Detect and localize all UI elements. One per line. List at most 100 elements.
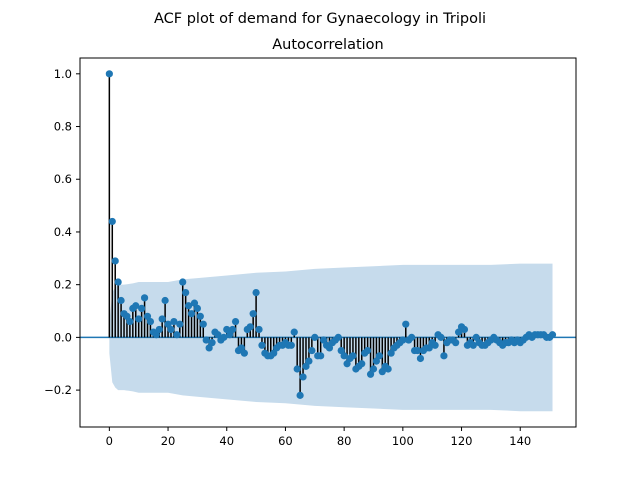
acf-marker-lag-13: [143, 312, 152, 320]
acf-marker-lag-2: [111, 257, 119, 265]
acf-marker-lag-49: [249, 310, 257, 318]
x-tick-label-120: 120: [451, 434, 473, 448]
acf-marker-lag-46: [240, 349, 248, 357]
plot-title: Autocorrelation: [272, 37, 383, 53]
acf-marker-lag-81: [343, 360, 351, 368]
acf-marker-lag-92: [375, 352, 383, 360]
acf-marker-lag-109: [425, 344, 433, 352]
acf-marker-lag-66: [299, 373, 307, 381]
acf-marker-lag-78: [334, 333, 342, 341]
acf-marker-lag-91: [372, 357, 381, 365]
acf-marker-lag-19: [161, 296, 169, 305]
acf-marker-lag-39: [220, 333, 228, 341]
acf-marker-lag-34: [205, 344, 213, 352]
acf-marker-lag-29: [190, 299, 199, 307]
x-axis: 0 20 40 60 80 100 120 140: [106, 427, 531, 448]
x-tick-label-0: 0: [106, 434, 113, 448]
acf-marker-lag-25: [179, 278, 187, 286]
y-tick-label-3: 0.4: [54, 225, 72, 239]
x-tick-label-40: 40: [219, 434, 234, 448]
acf-marker-lag-27: [184, 302, 193, 310]
acf-marker-lag-101: [402, 320, 410, 328]
acf-marker-lag-111: [431, 341, 439, 349]
acf-marker-lag-80: [340, 352, 348, 360]
y-tick-label-4: 0.6: [54, 172, 72, 186]
acf-marker-lag-30: [193, 304, 201, 312]
acf-marker-lag-48: [246, 323, 254, 331]
acf-marker-lag-14: [146, 317, 155, 326]
plot-frame: [79, 57, 577, 428]
acf-marker-lag-32: [199, 320, 207, 328]
acf-marker-lag-70: [311, 333, 319, 341]
acf-marker-lag-43: [231, 317, 240, 326]
acf-marker-lag-68: [305, 357, 313, 365]
acf-marker-lag-64: [293, 365, 301, 373]
acf-marker-lag-103: [408, 333, 416, 341]
acf-marker-lag-7: [126, 317, 134, 326]
acf-marker-lag-31: [196, 312, 204, 320]
acf-marker-lag-124: [469, 341, 477, 349]
acf-marker-lag-52: [258, 341, 266, 349]
acf-marker-lag-83: [349, 352, 357, 360]
acf-marker-lag-18: [158, 315, 166, 323]
x-tick-label-100: 100: [392, 434, 414, 448]
marker-layer: [105, 70, 557, 399]
acf-marker-lag-65: [296, 391, 304, 399]
acf-marker-lag-1: [108, 217, 116, 226]
acf-marker-lag-72: [317, 352, 325, 360]
acf-marker-lag-41: [226, 331, 234, 339]
acf-marker-lag-3: [114, 278, 122, 286]
acf-marker-lag-88: [364, 346, 372, 355]
acf-marker-lag-151: [548, 331, 557, 339]
acf-marker-lag-69: [308, 346, 316, 355]
acf-marker-lag-50: [252, 288, 260, 297]
acf-marker-lag-42: [229, 325, 237, 334]
acf-marker-lag-73: [319, 336, 328, 344]
acf-marker-lag-79: [337, 346, 345, 355]
acf-marker-lag-118: [452, 339, 460, 347]
figure-suptitle: ACF plot of demand for Gynaecology in Tr…: [154, 11, 486, 27]
acf-marker-lag-121: [460, 325, 469, 334]
x-tick-label-80: 80: [337, 434, 352, 448]
acf-marker-lag-22: [170, 317, 178, 326]
acf-marker-lag-20: [164, 320, 172, 328]
acf-marker-lag-105: [413, 346, 422, 355]
acf-marker-lag-114: [440, 352, 448, 360]
x-tick-label-20: 20: [161, 434, 176, 448]
acf-marker-lag-23: [173, 331, 181, 339]
acf-marker-lag-33: [202, 336, 210, 344]
acf-marker-lag-63: [290, 328, 298, 336]
y-tick-label-5: 0.8: [54, 120, 72, 134]
acf-marker-lag-21: [167, 325, 175, 334]
acf-marker-lag-17: [155, 325, 163, 334]
y-tick-label-0: −0.2: [44, 383, 72, 397]
acf-marker-lag-90: [369, 365, 378, 373]
x-tick-label-60: 60: [278, 434, 293, 448]
acf-marker-lag-93: [378, 368, 386, 376]
y-tick-label-1: 0.0: [54, 330, 72, 344]
acf-marker-lag-125: [472, 333, 480, 341]
x-tick-label-140: 140: [509, 434, 531, 448]
acf-marker-lag-119: [455, 328, 463, 336]
acf-marker-lag-11: [138, 304, 146, 312]
acf-marker-lag-9: [132, 302, 140, 310]
acf-marker-lag-86: [358, 360, 366, 368]
y-axis: −0.2 0.0 0.2 0.4 0.6 0.8 1.0: [44, 67, 80, 397]
acf-marker-lag-16: [152, 331, 160, 339]
acf-marker-lag-4: [117, 296, 125, 305]
acf-marker-lag-28: [187, 310, 196, 318]
acf-marker-lag-51: [255, 325, 263, 334]
acf-marker-lag-35: [208, 339, 216, 347]
acf-marker-lag-12: [140, 294, 149, 302]
acf-marker-lag-89: [366, 370, 375, 378]
acf-marker-lag-10: [135, 315, 143, 323]
acf-marker-lag-96: [387, 349, 395, 357]
acf-marker-lag-56: [270, 349, 278, 357]
acf-marker-lag-67: [302, 362, 310, 370]
acf-marker-lag-106: [416, 354, 425, 363]
acf-marker-lag-95: [384, 365, 392, 373]
acf-marker-lag-6: [123, 312, 131, 320]
acf-marker-lag-26: [182, 288, 190, 297]
acf-marker-lag-62: [287, 341, 295, 349]
